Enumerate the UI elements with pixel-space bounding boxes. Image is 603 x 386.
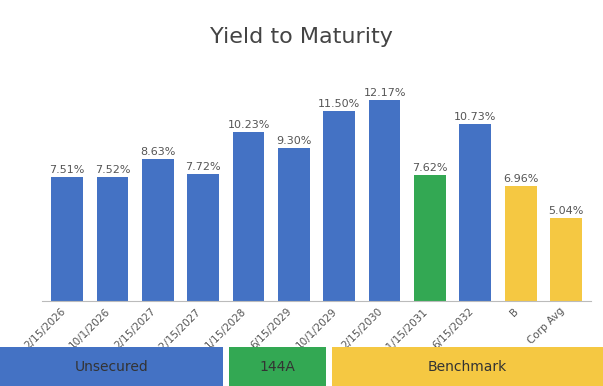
Text: 6.96%: 6.96% (503, 174, 538, 184)
Text: 7.52%: 7.52% (95, 165, 130, 175)
Bar (550, 218, 582, 301)
Text: 12.17%: 12.17% (364, 88, 406, 98)
Text: 8.63%: 8.63% (140, 147, 175, 157)
Text: Unsecured: Unsecured (75, 360, 148, 374)
Text: Benchmark: Benchmark (428, 360, 507, 374)
Bar (323, 111, 355, 301)
Text: Yield to Maturity: Yield to Maturity (210, 27, 393, 47)
Text: 7.72%: 7.72% (185, 162, 221, 172)
Text: 11.50%: 11.50% (318, 99, 361, 109)
Text: 7.51%: 7.51% (49, 165, 85, 175)
Text: 10.73%: 10.73% (454, 112, 496, 122)
Bar (142, 159, 174, 301)
Bar (233, 132, 265, 301)
Bar (278, 147, 310, 301)
Bar (505, 186, 537, 301)
Text: 7.62%: 7.62% (412, 163, 447, 173)
Text: 144A: 144A (259, 360, 295, 374)
Bar (459, 124, 491, 301)
Text: 9.30%: 9.30% (276, 135, 312, 146)
Bar (368, 100, 400, 301)
Text: 10.23%: 10.23% (227, 120, 270, 130)
Bar (51, 177, 83, 301)
Text: 5.04%: 5.04% (548, 206, 584, 216)
Bar (414, 175, 446, 301)
Bar (96, 177, 128, 301)
Bar (188, 174, 219, 301)
